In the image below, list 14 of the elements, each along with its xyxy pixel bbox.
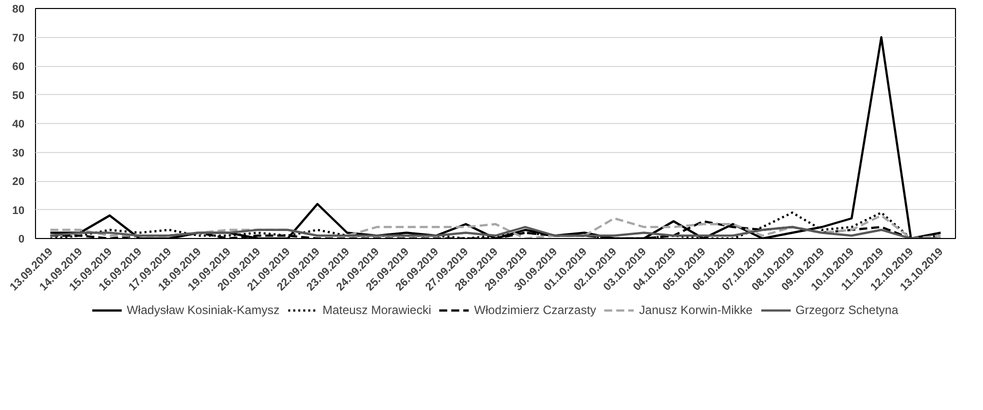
legend-label: Władysław Kosiniak-Kamysz (126, 303, 280, 317)
y-tick-label: 20 (12, 176, 25, 188)
legend-label: Mateusz Morawiecki (322, 303, 432, 317)
legend-label: Włodzimierz Czarzasty (474, 303, 596, 317)
y-tick-label: 10 (12, 204, 25, 217)
y-tick-label: 30 (12, 147, 25, 160)
legend-label: Janusz Korwin-Mikke (639, 303, 753, 317)
y-tick-label: 0 (18, 234, 25, 246)
y-tick-label: 80 (12, 4, 25, 16)
legend-label: Grzegorz Schetyna (796, 303, 898, 317)
y-tick-label: 40 (12, 118, 25, 130)
y-tick-label: 70 (12, 32, 25, 44)
y-tick-label: 50 (12, 90, 25, 102)
y-tick-label: 60 (12, 61, 25, 73)
